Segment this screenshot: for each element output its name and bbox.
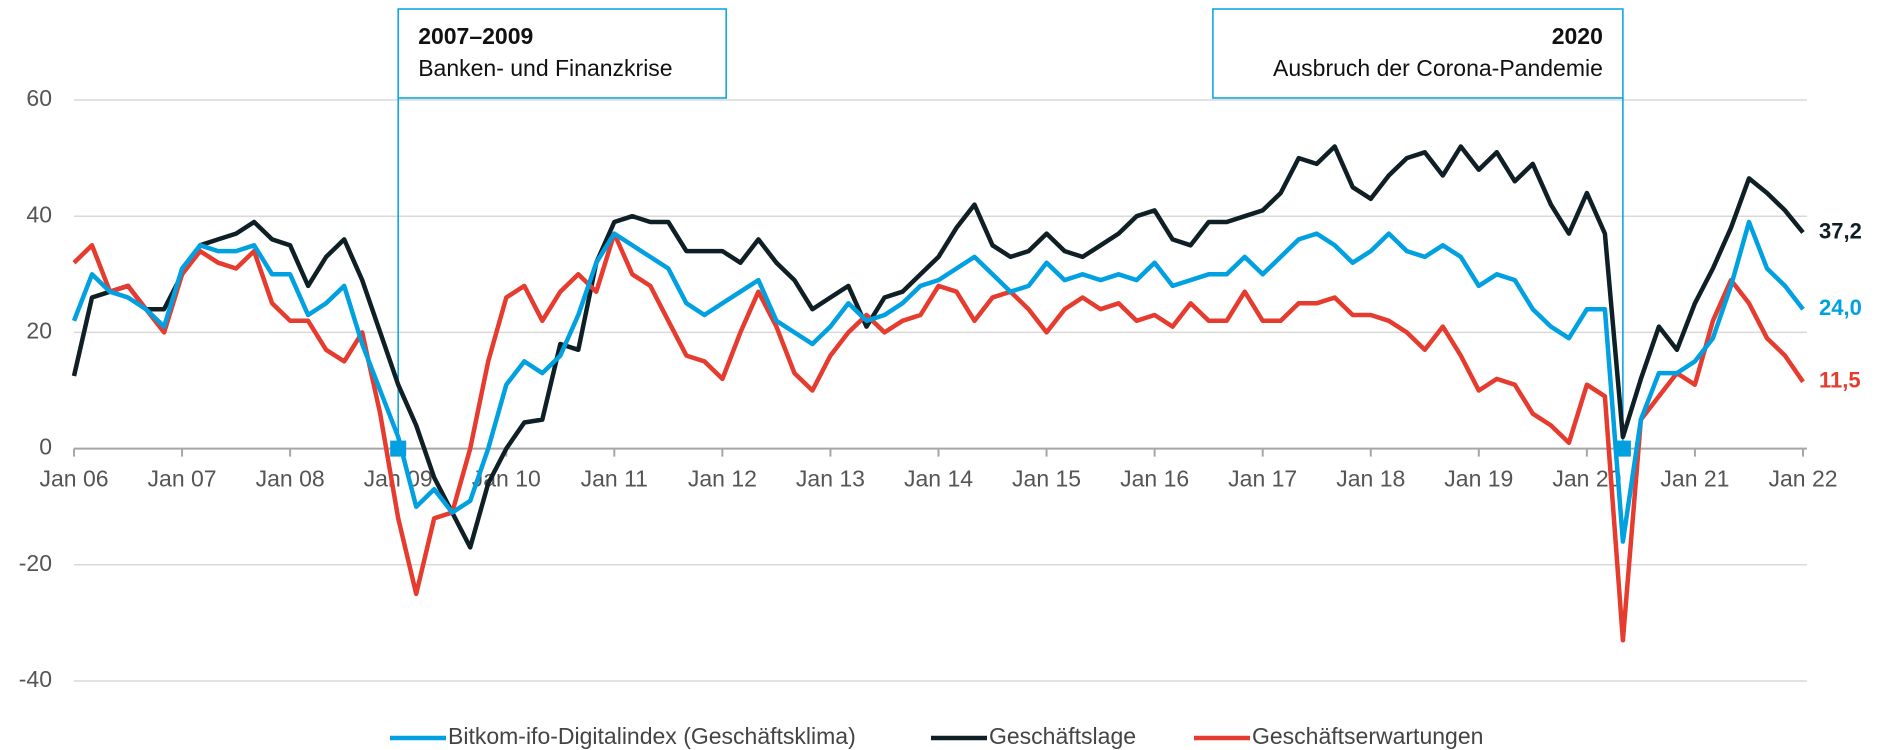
- series-line: [72, 231, 1805, 643]
- x-tick-label: Jan 17: [1228, 466, 1297, 492]
- end-label: 11,5: [1819, 368, 1861, 393]
- x-tick-label: Jan 14: [904, 466, 973, 492]
- y-tick-label: 60: [26, 85, 52, 111]
- x-tick-label: Jan 12: [688, 466, 757, 492]
- annotation-text: Banken- und Finanzkrise: [418, 55, 672, 81]
- annotation-marker: [1614, 440, 1631, 457]
- annotation-text: Ausbruch der Corona-Pandemie: [1273, 55, 1603, 81]
- annotation-title: 2020: [1552, 23, 1603, 49]
- legend-label: Bitkom-ifo-Digitalindex (Geschäftsklima): [448, 723, 856, 749]
- annotation-box: [1212, 8, 1624, 99]
- x-tick-label: Jan 13: [796, 466, 865, 492]
- y-tick-label: -40: [19, 666, 52, 692]
- x-tick-label: Jan 07: [148, 466, 217, 492]
- annotation-box: [397, 8, 727, 99]
- series-line: [71, 219, 1805, 544]
- x-tick-label: Jan 19: [1444, 466, 1513, 492]
- x-tick-label: Jan 06: [39, 466, 108, 492]
- x-tick-label: Jan 09: [364, 466, 433, 492]
- end-label: 24,0: [1819, 295, 1862, 320]
- series-line: [71, 144, 1805, 550]
- x-tick-label: Jan 15: [1012, 466, 1081, 492]
- x-tick-label: Jan 22: [1768, 466, 1837, 492]
- x-tick-label: Jan 10: [472, 466, 541, 492]
- y-tick-label: -20: [19, 550, 52, 576]
- end-label: 37,2: [1819, 218, 1862, 243]
- annotation-title: 2007–2009: [418, 23, 533, 49]
- y-tick-label: 0: [39, 434, 52, 460]
- y-tick-label: 40: [26, 201, 52, 227]
- y-tick-label: 20: [26, 317, 52, 343]
- legend-label: Geschäftserwartungen: [1252, 723, 1483, 749]
- x-tick-label: Jan 08: [256, 466, 325, 492]
- x-tick-label: Jan 11: [581, 466, 648, 492]
- x-tick-label: Jan 16: [1120, 466, 1189, 492]
- legend-label: Geschäftslage: [989, 723, 1136, 749]
- x-tick-label: Jan 21: [1660, 466, 1729, 492]
- x-tick-label: Jan 18: [1336, 466, 1405, 492]
